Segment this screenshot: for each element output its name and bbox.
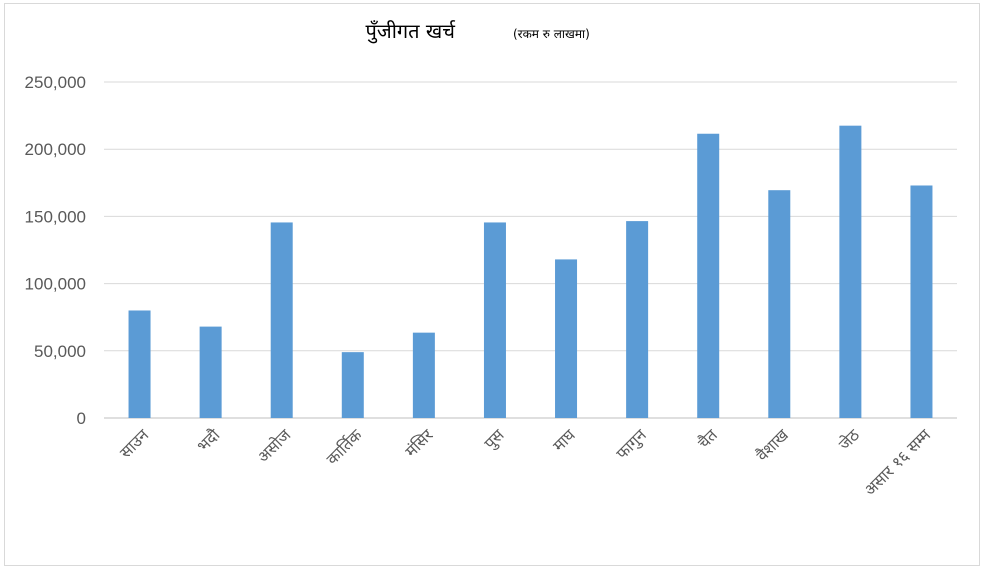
y-tick-label: 100,000 [25, 275, 86, 294]
bar [270, 222, 293, 418]
x-tick-label: असार १६ सम्म [860, 425, 934, 499]
gridlines [104, 81, 957, 419]
chart-title: पुँजीगत खर्च [366, 19, 456, 44]
bar [199, 326, 222, 418]
x-tick-label: मंसिर [401, 425, 437, 461]
bar [697, 133, 720, 418]
y-tick-label: 200,000 [25, 140, 86, 159]
y-axis-ticks: 0 50,000 100,000 150,000 200,000 250,000 [25, 73, 86, 428]
x-tick-label: वैशाख [753, 425, 793, 465]
bar [555, 259, 578, 418]
y-tick-label: 250,000 [25, 73, 86, 92]
bar [128, 310, 151, 418]
bar [626, 221, 649, 418]
x-tick-label: जेठ [835, 425, 864, 454]
x-tick-label: चैत [694, 425, 722, 453]
bars [128, 125, 933, 419]
x-axis-ticks: साउन भदौ असोज कार्तिक मंसिर पुस माघ फागुन चैत वैश… [116, 425, 935, 500]
x-tick-label: असोज [253, 425, 295, 467]
y-tick-label: 150,000 [25, 207, 86, 226]
bar [341, 352, 364, 418]
bar [768, 190, 791, 418]
bar [412, 332, 435, 418]
x-tick-label: पुस [480, 425, 509, 454]
x-tick-label: साउन [116, 425, 153, 462]
x-tick-label: फागुन [612, 425, 651, 464]
bar [839, 125, 862, 419]
chart-subtitle: (रकम रु लाखमा) [513, 27, 590, 41]
bar [483, 222, 506, 418]
x-tick-label: भदौ [193, 425, 224, 456]
x-tick-label: माघ [549, 425, 579, 455]
x-tick-label: कार्तिक [322, 425, 366, 469]
y-tick-label: 50,000 [34, 342, 86, 361]
bar [910, 185, 933, 418]
y-tick-label: 0 [77, 409, 86, 428]
